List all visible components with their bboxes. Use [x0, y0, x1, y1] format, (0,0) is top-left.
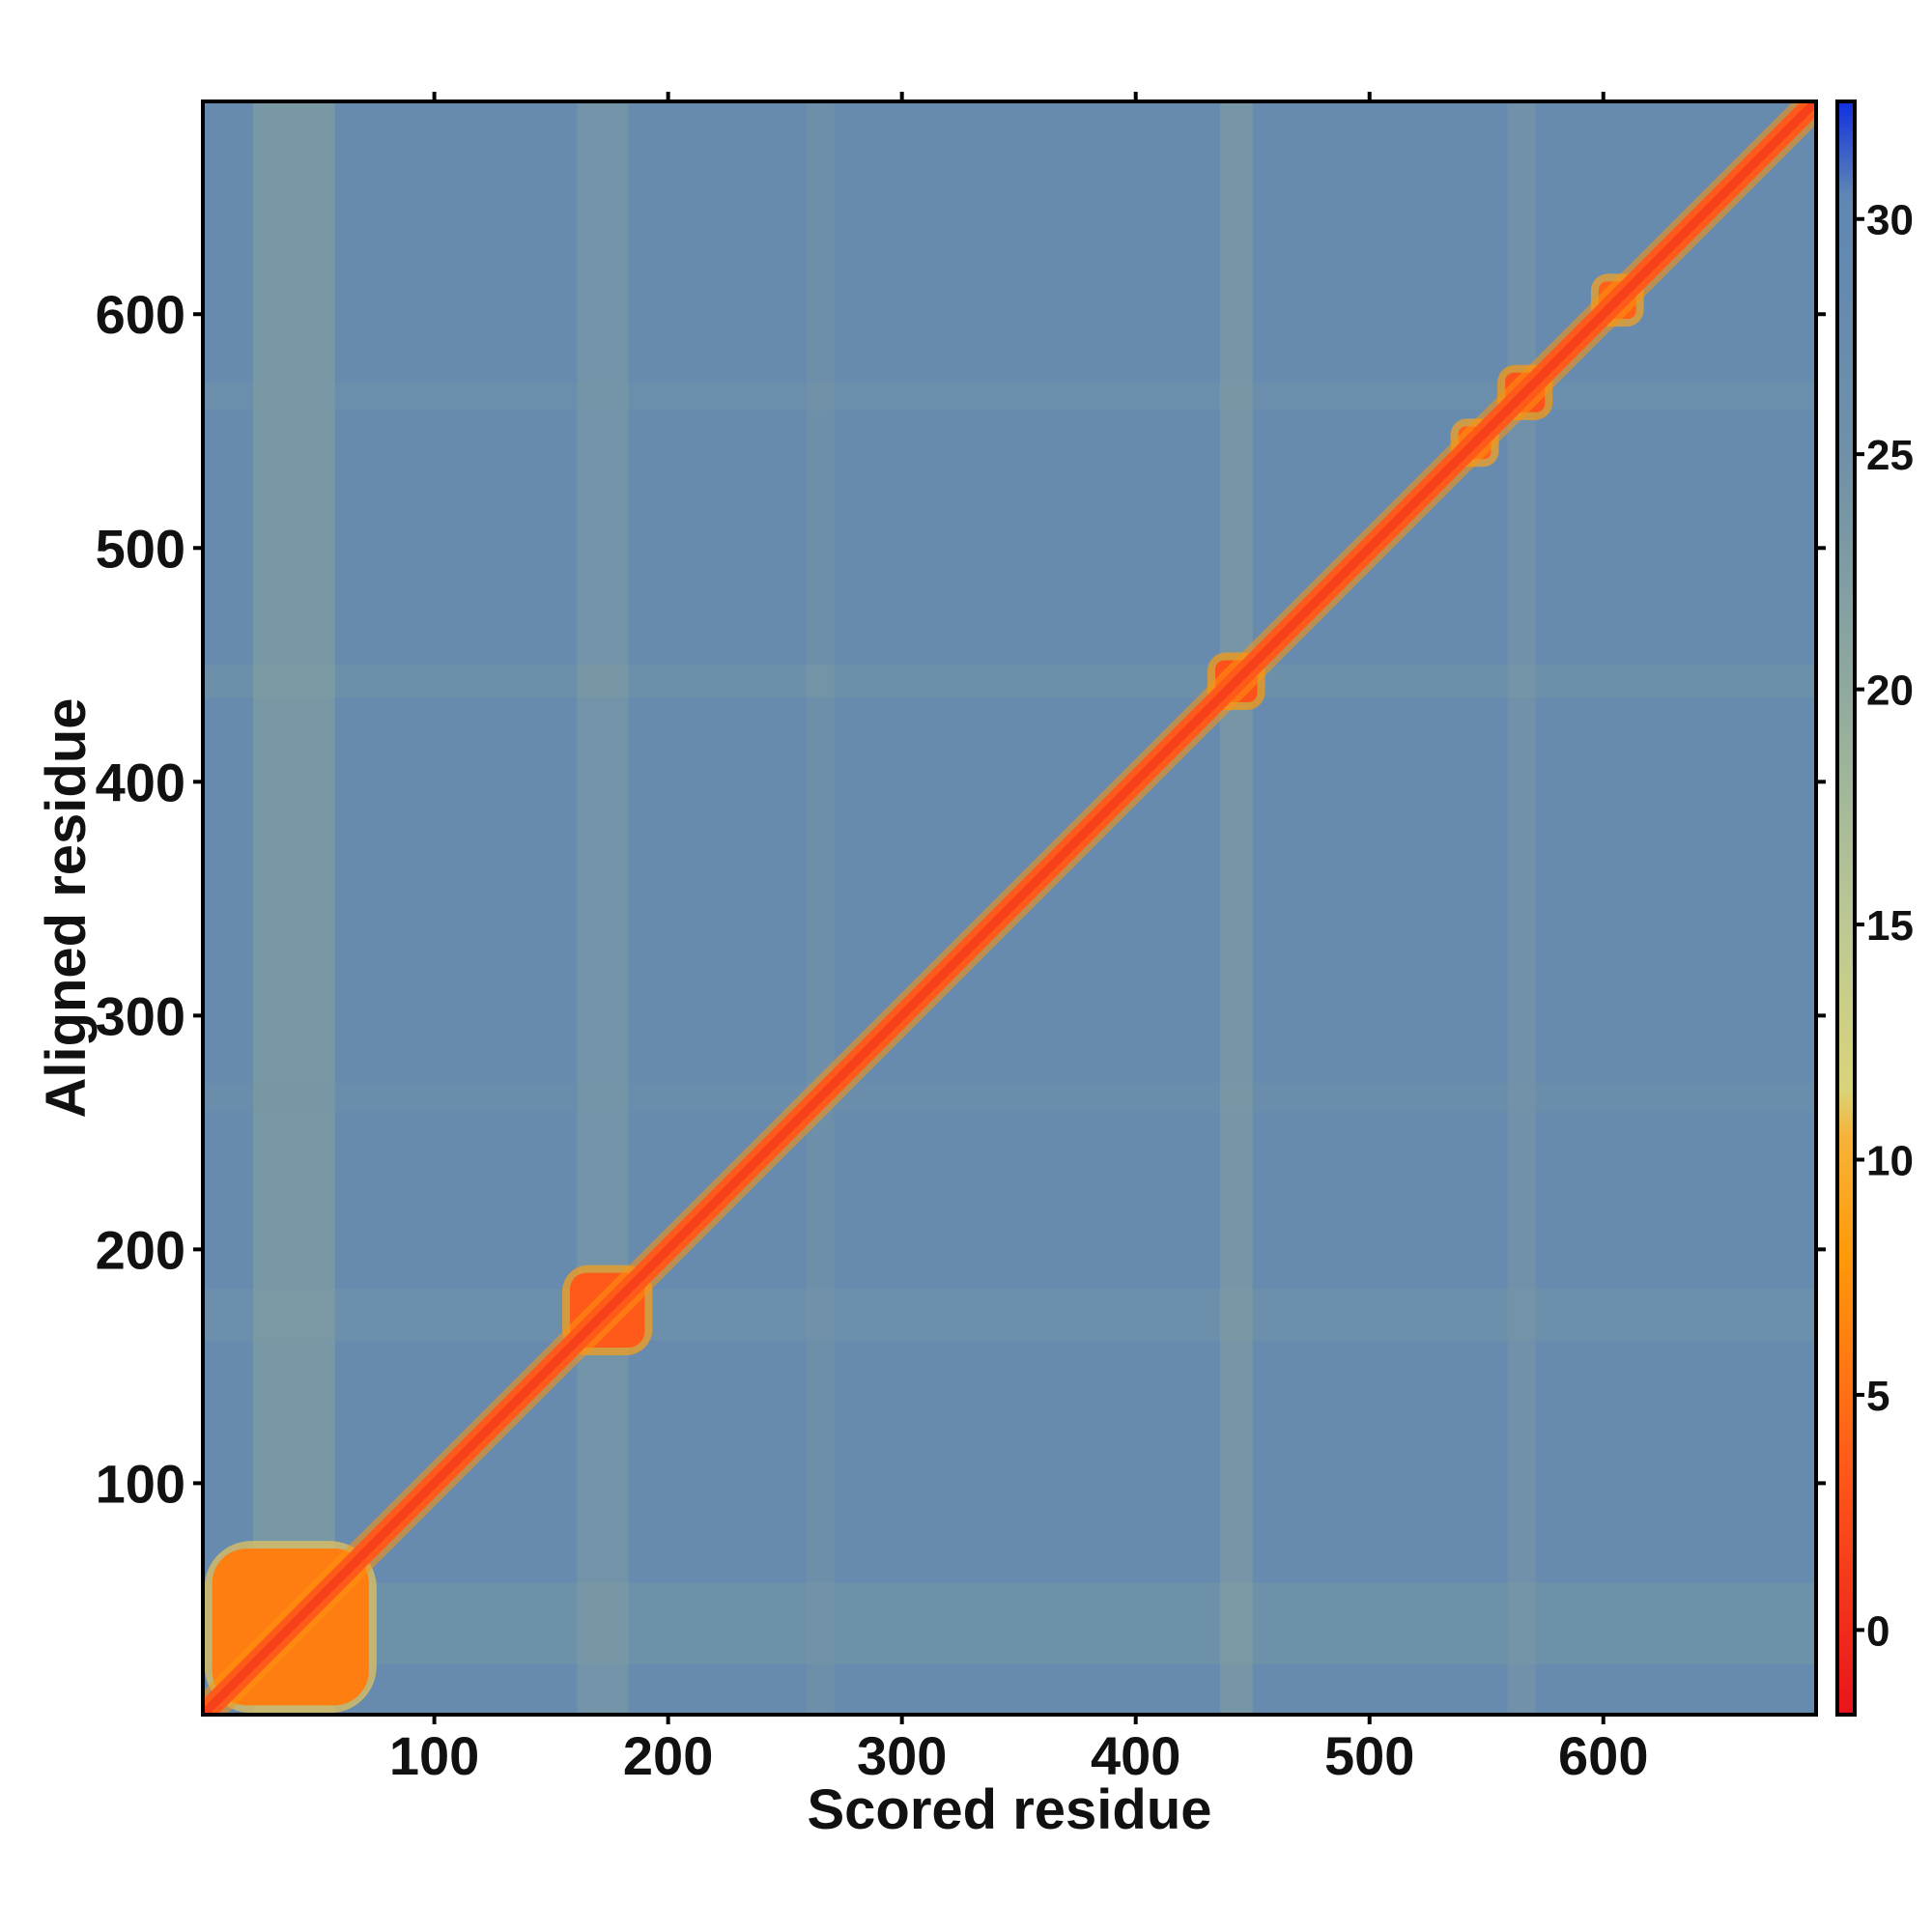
heatmap-band-horizontal-3	[203, 665, 1816, 698]
heatmap-bands	[203, 101, 1816, 1715]
heatmap-band-horizontal-1	[203, 1289, 1816, 1341]
x-tick-label: 100	[389, 1725, 479, 1786]
x-tick-label: 200	[623, 1725, 713, 1786]
colorbar-tick-label: 25	[1866, 432, 1914, 479]
heatmap-band-vertical-4	[1507, 101, 1536, 1715]
x-tick-label: 300	[857, 1725, 947, 1786]
x-tick-label: 600	[1558, 1725, 1648, 1786]
colorbar-tick-label: 30	[1866, 197, 1914, 244]
heatmap-band-horizontal-4	[203, 382, 1816, 411]
heatmap-band-vertical-2	[806, 101, 835, 1715]
y-tick-label: 400	[96, 752, 185, 812]
heatmap-band-horizontal-0	[203, 1582, 1816, 1664]
colorbar-ticks: 0 5 10 15 20 25 30	[1855, 197, 1914, 1655]
diagonal-core	[203, 101, 1816, 1715]
y-tick-label: 200	[96, 1219, 185, 1280]
heatmap-band-vertical-3	[1219, 101, 1253, 1715]
colorbar-tick-label: 15	[1866, 902, 1914, 950]
colorbar: 0 5 10 15 20 25 30	[1835, 99, 1914, 1717]
x-tick-label: 400	[1091, 1725, 1180, 1786]
colorbar-tick-label: 5	[1866, 1373, 1889, 1420]
y-axis-label: Aligned residue	[35, 697, 98, 1118]
y-tick-label: 300	[96, 985, 185, 1046]
heatmap-band-vertical-0	[253, 101, 335, 1715]
colorbar-tick-label: 0	[1866, 1607, 1889, 1655]
y-tick-label: 100	[96, 1453, 185, 1514]
heatmap-diagonal	[203, 101, 1816, 1715]
y-tick-label: 500	[96, 518, 185, 579]
colorbar-tick-label: 20	[1866, 668, 1914, 715]
y-tick-label: 600	[96, 284, 185, 345]
x-tick-label: 500	[1324, 1725, 1414, 1786]
heatmap-plot-area	[203, 101, 1816, 1715]
heatmap-band-horizontal-2	[203, 1083, 1816, 1112]
colorbar-tick-label: 10	[1866, 1137, 1914, 1184]
y-axis-ticks: 100 200 300 400 500 600	[96, 284, 1826, 1514]
x-axis-ticks: 100 200 300 400 500 600	[389, 92, 1648, 1786]
x-axis-label: Scored residue	[807, 1778, 1211, 1841]
colorbar-gradient	[1835, 99, 1857, 1717]
plot-frame	[201, 99, 1818, 1717]
heatmap-band-vertical-1	[577, 101, 629, 1715]
